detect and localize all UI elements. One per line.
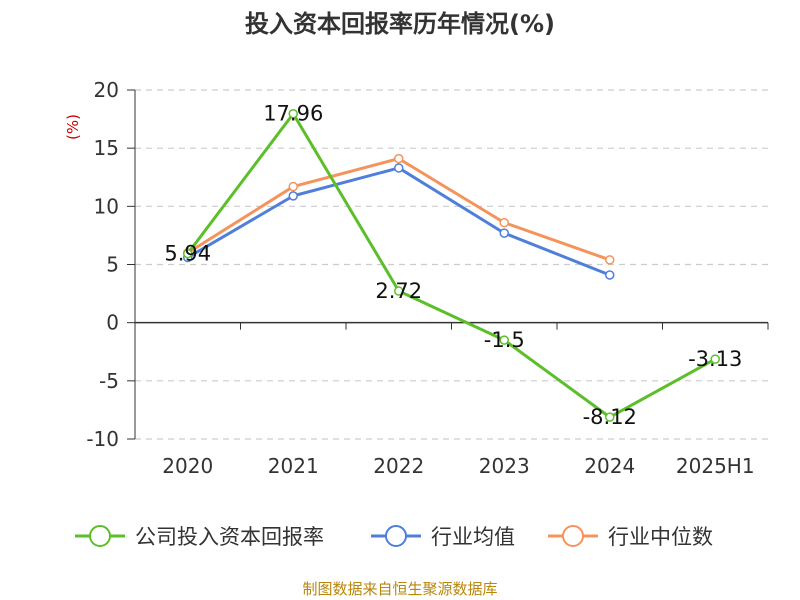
data-point (499, 217, 509, 228)
data-point (605, 255, 615, 265)
y-tick-label: 20 (94, 78, 119, 102)
source-footer: 制图数据来自恒生聚源数据库 (302, 580, 498, 598)
data-label: -8.12 (583, 405, 637, 429)
y-tick-label: 10 (94, 194, 119, 218)
data-point (288, 181, 298, 192)
legend-marker (385, 525, 407, 547)
x-tick-label: 2025H1 (676, 454, 755, 478)
data-label: 5.94 (164, 242, 211, 266)
legend-marker (89, 525, 111, 547)
data-point (499, 335, 509, 345)
x-tick-label: 2021 (268, 454, 319, 478)
series-lines (183, 108, 720, 422)
legend: 公司投入资本回报率 行业均值 行业中位数 (75, 525, 713, 549)
legend-label: 行业均值 (431, 525, 515, 549)
data-point (710, 354, 720, 364)
x-tick-label: 2024 (584, 454, 635, 478)
series-line (186, 157, 611, 262)
y-tick-label: 15 (94, 136, 119, 160)
y-axis-label: (%) (64, 114, 82, 140)
x-tick-label: 2022 (373, 454, 424, 478)
y-tick-label: 0 (106, 311, 119, 335)
x-tick-label: 2020 (162, 454, 213, 478)
series-line (186, 112, 716, 419)
data-point (605, 412, 615, 422)
data-label: 2.72 (375, 279, 422, 303)
data-point (394, 286, 404, 296)
data-point (499, 228, 509, 238)
legend-marker (562, 525, 584, 547)
chart-title: 投入资本回报率历年情况(%) (245, 10, 555, 38)
data-point (288, 108, 298, 119)
legend-label: 行业中位数 (608, 525, 713, 549)
x-tick-label: 2023 (479, 454, 530, 478)
data-point (394, 153, 404, 164)
data-point (394, 163, 404, 173)
data-label: -3.13 (688, 347, 742, 371)
grid-lines (135, 89, 768, 440)
y-tick-label: 5 (106, 253, 119, 277)
data-label: -1.5 (484, 328, 525, 352)
data-point (605, 270, 615, 280)
axes: 20 15 10 5 0 -5 -10 2020 2021 2022 2023 2024 2025H1 (86, 78, 769, 478)
y-tick-label: -10 (86, 427, 119, 451)
series-line (186, 166, 611, 277)
data-point (288, 191, 298, 201)
data-labels: 5.94 17.96 2.72 -1.5 -8.12 -3.13 (164, 102, 742, 429)
y-tick-label: -5 (99, 369, 119, 393)
data-label: 17.96 (263, 102, 323, 126)
data-point (183, 248, 193, 259)
legend-label: 公司投入资本回报率 (135, 525, 324, 549)
